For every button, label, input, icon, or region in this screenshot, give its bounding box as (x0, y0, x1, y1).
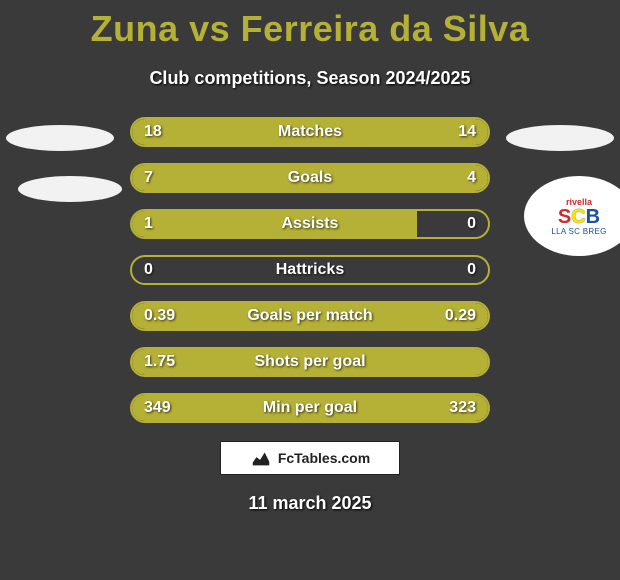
player-left-avatar (6, 125, 114, 151)
stat-value-right: 14 (458, 119, 476, 145)
stat-value-right: 0.29 (445, 303, 476, 329)
comparison-date: 11 march 2025 (0, 493, 620, 514)
chart-icon (250, 447, 272, 469)
watermark: FcTables.com (220, 441, 400, 475)
club-left-logo (18, 176, 122, 202)
watermark-text: FcTables.com (278, 450, 370, 466)
stat-row: 18Matches14 (130, 117, 490, 147)
stat-value-right: 323 (449, 395, 476, 421)
stat-label: Min per goal (132, 395, 488, 421)
stat-row: 1Assists0 (130, 209, 490, 239)
comparison-subtitle: Club competitions, Season 2024/2025 (0, 68, 620, 89)
club-right-logo: rivella SCB LLA SC BREG (524, 176, 620, 256)
stat-value-right: 0 (467, 257, 476, 283)
club-right-main: SCB (558, 207, 600, 227)
stat-label: Matches (132, 119, 488, 145)
stat-label: Goals per match (132, 303, 488, 329)
comparison-title: Zuna vs Ferreira da Silva (0, 0, 620, 50)
stat-label: Goals (132, 165, 488, 191)
club-right-bottom-label: LLA SC BREG (551, 227, 606, 236)
stat-value-right: 4 (467, 165, 476, 191)
stat-row: 0Hattricks0 (130, 255, 490, 285)
player-right-avatar (506, 125, 614, 151)
stat-label: Hattricks (132, 257, 488, 283)
stat-row: 1.75Shots per goal (130, 347, 490, 377)
stat-row: 0.39Goals per match0.29 (130, 301, 490, 331)
stat-row: 349Min per goal323 (130, 393, 490, 423)
stats-container: 18Matches147Goals41Assists00Hattricks00.… (130, 117, 490, 423)
stat-label: Shots per goal (132, 349, 488, 375)
stat-value-right: 0 (467, 211, 476, 237)
stat-row: 7Goals4 (130, 163, 490, 193)
stat-label: Assists (132, 211, 488, 237)
